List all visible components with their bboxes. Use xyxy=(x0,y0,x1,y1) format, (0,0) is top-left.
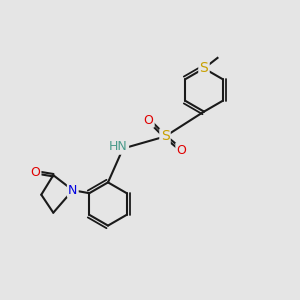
Text: O: O xyxy=(30,166,40,179)
Text: S: S xyxy=(200,61,208,75)
Text: N: N xyxy=(68,184,77,197)
Text: S: S xyxy=(160,130,169,143)
Text: O: O xyxy=(177,143,186,157)
Text: O: O xyxy=(144,113,153,127)
Text: HN: HN xyxy=(109,140,128,154)
